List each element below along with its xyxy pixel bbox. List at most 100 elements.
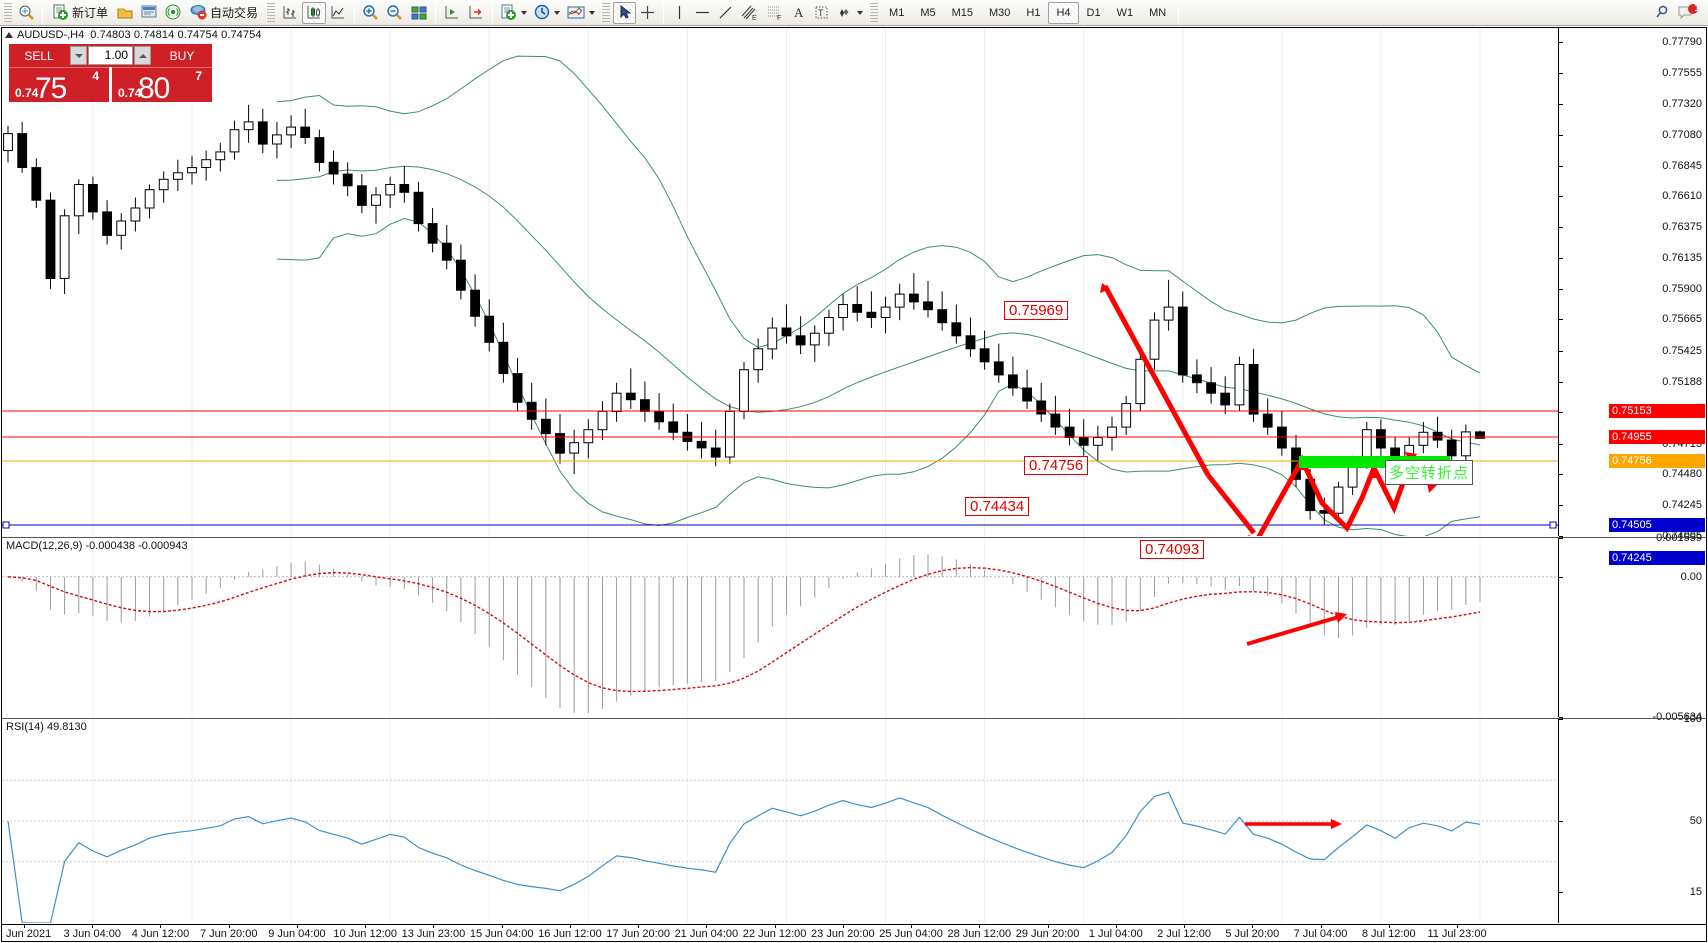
time-label: 7 Jul 04:00 <box>1293 928 1348 940</box>
time-label: 1 Jul 04:00 <box>1088 928 1143 940</box>
price-y-tick <box>1559 196 1563 198</box>
price-y-label: 0.74245 <box>1662 498 1702 511</box>
price-annotation-label[interactable]: 0.74093 <box>1140 540 1205 559</box>
price-pane[interactable]: 0.77790 0.77555 0.77320 0.77080 0.76845 0.766… <box>2 28 1706 565</box>
timeframe-m5[interactable]: M5 <box>920 6 936 19</box>
rsi-y-axis[interactable]: 100 50 15 <box>1558 713 1706 923</box>
time-label: 3 Jun 04:00 <box>63 928 121 940</box>
templates-icon[interactable] <box>497 2 530 24</box>
timeframe-h4[interactable]: H4 <box>1048 1 1079 24</box>
trend-line-icon[interactable] <box>714 2 737 24</box>
auto-scroll-icon[interactable] <box>464 2 488 24</box>
chart-symbol-label: AUDUSD-,H4 <box>17 28 85 41</box>
price-line-tag[interactable]: 0.74245 <box>1609 551 1705 565</box>
main-toolbar: 新订单 自动交易 <box>0 0 1708 26</box>
text-tool-icon[interactable]: A <box>787 2 810 24</box>
volume-input[interactable]: 1.00 <box>88 46 133 65</box>
timeframe-mn[interactable]: MN <box>1149 6 1167 19</box>
crosshair-tool-icon[interactable] <box>636 2 659 24</box>
time-axis[interactable]: 1 Jun 2021 3 Jun 04:00 4 Jun 12:00 7 Jun 20… <box>2 924 1706 941</box>
tile-windows-icon[interactable] <box>407 2 431 24</box>
buy-button[interactable]: BUY <box>152 44 212 67</box>
indicators-icon[interactable] <box>563 2 598 24</box>
cursor-tool-icon[interactable] <box>613 1 637 24</box>
chevron-down-icon[interactable] <box>521 10 528 15</box>
timeframe-w1[interactable]: W1 <box>1116 6 1134 19</box>
price-y-label: 0.74480 <box>1662 468 1702 481</box>
line-chart-icon[interactable] <box>326 2 350 24</box>
folder-icon[interactable] <box>113 2 137 24</box>
price-y-tick <box>1559 258 1563 260</box>
time-tick <box>774 924 776 928</box>
rsi-label: RSI(14) 49.8130 <box>6 721 87 733</box>
trade-panel-price-row: 0.74 75 4 0.74 80 7 <box>9 67 212 105</box>
chevron-down-icon-3[interactable] <box>589 10 596 15</box>
chevron-down-icon-4[interactable] <box>857 10 864 15</box>
price-y-tick <box>1559 42 1563 44</box>
rsi-y-tick <box>1559 719 1563 720</box>
rsi-chart-svg <box>2 719 1558 923</box>
candlestick-chart-icon[interactable] <box>302 1 327 24</box>
rsi-pane[interactable]: RSI(14) 49.8130 100 50 15 <box>2 713 1706 923</box>
toolbar-grip[interactable] <box>3 2 12 23</box>
price-line-tag[interactable]: 0.74756 <box>1609 454 1705 468</box>
time-label: 9 Jun 04:00 <box>268 928 326 940</box>
signals-icon[interactable] <box>161 2 185 24</box>
timeframe-d1[interactable]: D1 <box>1086 6 1101 19</box>
text-label-icon[interactable]: T <box>810 2 833 24</box>
timeframe-m30[interactable]: M30 <box>989 6 1011 19</box>
timeframe-m1[interactable]: M1 <box>889 6 905 19</box>
volume-increase-button[interactable] <box>134 46 151 65</box>
price-y-tick <box>1559 474 1563 476</box>
search-icon[interactable] <box>1650 2 1674 24</box>
fibonacci-icon[interactable]: F <box>762 2 787 24</box>
timeframe-h1[interactable]: H1 <box>1026 6 1041 19</box>
buy-price-prefix: 0.74 <box>118 86 142 100</box>
chevron-down-icon-2[interactable] <box>554 10 561 15</box>
collapse-triangle-icon[interactable] <box>5 31 13 38</box>
macd-y-label: -0.005634 <box>1652 711 1702 723</box>
price-line-tag[interactable]: 0.74505 <box>1609 518 1705 532</box>
zoom-out-icon[interactable] <box>383 2 407 24</box>
price-y-tick <box>1559 319 1563 321</box>
price-annotation-label[interactable]: 0.75969 <box>1004 301 1069 320</box>
turning-point-note[interactable]: 多空转折点 <box>1385 460 1474 485</box>
toolbar-grip-4[interactable] <box>869 2 879 23</box>
price-line-tag[interactable]: 0.74955 <box>1609 430 1705 444</box>
sell-button[interactable]: SELL <box>9 44 69 67</box>
autotrade-button[interactable]: 自动交易 <box>185 2 263 24</box>
zoom-in-icon[interactable] <box>359 2 383 24</box>
volume-decrease-button[interactable] <box>70 46 87 65</box>
price-y-axis[interactable]: 0.77790 0.77555 0.77320 0.77080 0.76845 0.766… <box>1558 28 1706 542</box>
sell-price[interactable]: 0.74 75 4 <box>9 67 109 105</box>
chart-window[interactable]: AUDUSD-,H4 0.74803 0.74814 0.74754 0.747… <box>1 27 1707 942</box>
time-tick <box>638 924 640 928</box>
svg-text:E: E <box>752 15 757 21</box>
time-tick <box>24 924 25 928</box>
macd-y-axis[interactable]: 0.001559 0.00 -0.005634 <box>1558 532 1706 723</box>
vertical-line-icon[interactable] <box>668 2 691 24</box>
volume-stepper[interactable]: 1.00 <box>69 44 152 67</box>
timeframe-m15[interactable]: M15 <box>951 6 973 19</box>
period-clock-icon[interactable] <box>530 2 563 24</box>
autotrade-label: 自动交易 <box>210 6 259 20</box>
one-click-trading-panel[interactable]: SELL 1.00 BUY 0.74 75 4 0.74 80 7 <box>9 44 212 105</box>
magnifier-crosshair-icon[interactable] <box>15 2 38 24</box>
terminal-icon[interactable] <box>137 2 161 24</box>
toolbar-grip-3[interactable] <box>601 2 611 23</box>
buy-price-big: 80 <box>138 72 170 105</box>
shapes-icon[interactable] <box>833 2 866 24</box>
shift-chart-icon[interactable] <box>440 2 464 24</box>
notifications-icon[interactable]: 1 <box>1674 2 1702 24</box>
buy-price[interactable]: 0.74 80 7 <box>112 67 212 105</box>
equidistant-channel-icon[interactable]: E <box>737 2 762 24</box>
toolbar-grip-2[interactable] <box>266 2 276 23</box>
price-y-tick <box>1559 504 1563 506</box>
macd-pane[interactable]: MACD(12,26,9) -0.000438 -0.000943 0.0015… <box>2 532 1706 723</box>
new-order-button[interactable]: 新订单 <box>47 2 113 24</box>
price-line-tag[interactable]: 0.75153 <box>1609 404 1705 418</box>
price-annotation-label[interactable]: 0.74756 <box>1024 456 1089 475</box>
price-annotation-label[interactable]: 0.74434 <box>965 497 1030 516</box>
horizontal-line-icon[interactable] <box>691 2 714 24</box>
bar-chart-icon[interactable] <box>278 2 302 24</box>
